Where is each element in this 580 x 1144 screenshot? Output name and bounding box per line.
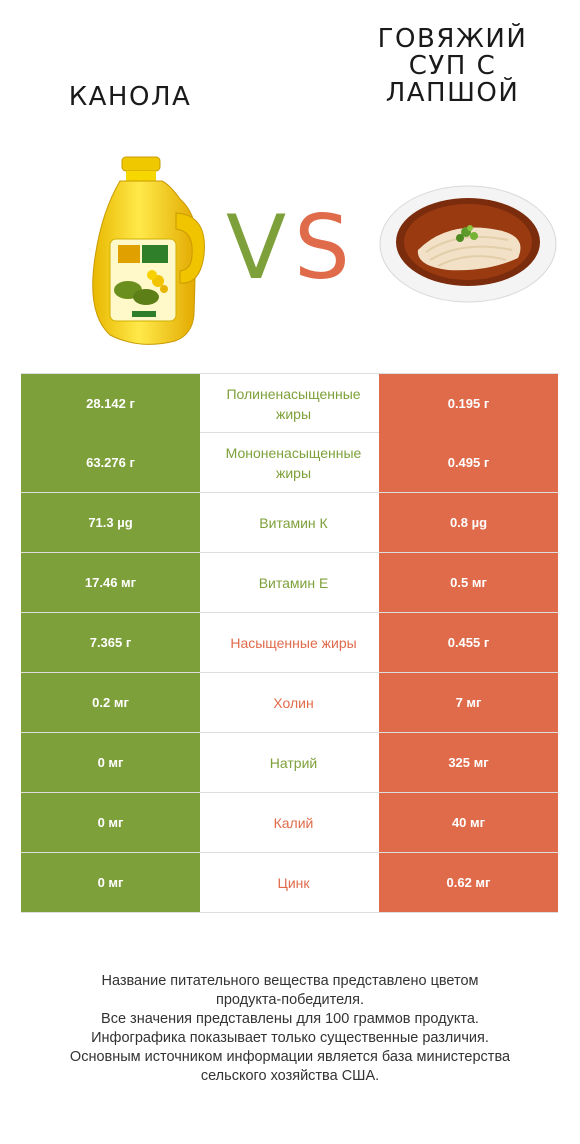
table-row: 63.276 г Мононенасыщенные жиры 0.495 г — [21, 433, 558, 493]
table-row: 17.46 мг Витамин Е 0.5 мг — [21, 553, 558, 613]
vs-mark: V S — [226, 196, 350, 291]
table-row: 28.142 г Полиненасыщенные жиры 0.195 г — [21, 373, 558, 433]
table-row: 7.365 г Насыщенные жиры 0.455 г — [21, 613, 558, 673]
nutrient-name: Холин — [273, 694, 314, 711]
nutrient-name: Полиненасыщенные жиры — [226, 385, 361, 422]
nutrient-name-cell: Витамин К — [200, 493, 379, 552]
comparison-table: 28.142 г Полиненасыщенные жиры 0.195 г 63.2… — [21, 373, 558, 913]
footer-line: сельского хозяйства США. — [200, 1068, 380, 1084]
nutrient-name: Витамин К — [259, 514, 328, 531]
left-value: 71.3 µg — [21, 493, 200, 552]
right-value: 0.455 г — [379, 613, 558, 672]
nutrient-name: Мононенасыщенные жиры — [225, 444, 362, 481]
right-value: 0.8 µg — [379, 493, 558, 552]
nutrient-name-cell: Полиненасыщенные жиры — [200, 374, 379, 433]
right-value: 0.495 г — [379, 433, 558, 492]
nutrient-name-cell: Цинк — [200, 853, 379, 912]
left-value: 0 мг — [21, 853, 200, 912]
table-row: 0.2 мг Холин 7 мг — [21, 673, 558, 733]
nutrient-name-cell: Мононенасыщенные жиры — [200, 433, 379, 492]
vs-letter-v: V — [226, 196, 286, 291]
beef-noodle-soup-image — [379, 185, 557, 303]
nutrient-name-cell: Калий — [200, 793, 379, 852]
nutrient-name: Насыщенные жиры — [230, 634, 357, 651]
nutrient-name-cell: Витамин Е — [200, 553, 379, 612]
left-value: 7.365 г — [21, 613, 200, 672]
nutrient-name: Калий — [273, 814, 314, 831]
right-value: 0.5 мг — [379, 553, 558, 612]
nutrient-name: Цинк — [277, 874, 310, 891]
left-value: 17.46 мг — [21, 553, 200, 612]
canola-oil-bottle-image — [92, 156, 205, 345]
left-value: 0 мг — [21, 733, 200, 792]
table-row: 0 мг Калий 40 мг — [21, 793, 558, 853]
footer-line: Инфографика показывает только существенн… — [91, 1030, 489, 1046]
nutrient-name: Витамин Е — [258, 574, 329, 591]
nutrient-name-cell: Холин — [200, 673, 379, 732]
footer-line: продукта-победителя. — [215, 992, 365, 1008]
footer-line: Все значения представлены для 100 граммо… — [101, 1011, 479, 1027]
right-title-line: СУП С — [408, 51, 497, 81]
footer-line: Основным источником информации является … — [69, 1049, 511, 1065]
left-value: 0.2 мг — [21, 673, 200, 732]
table-row: 71.3 µg Витамин К 0.8 µg — [21, 493, 558, 553]
left-value: 63.276 г — [21, 433, 200, 492]
left-value: 28.142 г — [21, 374, 200, 433]
right-value: 0.195 г — [379, 374, 558, 433]
nutrient-name-cell: Насыщенные жиры — [200, 613, 379, 672]
right-product-title: ГОВЯЖИЙ СУП С ЛАПШОЙ — [340, 26, 565, 107]
left-product-title: КАНОЛА — [68, 82, 192, 112]
right-value: 0.62 мг — [379, 853, 558, 912]
table-row: 0 мг Цинк 0.62 мг — [21, 853, 558, 913]
nutrient-name: Натрий — [269, 754, 318, 771]
right-value: 7 мг — [379, 673, 558, 732]
table-row: 0 мг Натрий 325 мг — [21, 733, 558, 793]
nutrient-name-cell: Натрий — [200, 733, 379, 792]
footer-note: Название питательного вещества представл… — [20, 972, 560, 1086]
right-title-line: ЛАПШОЙ — [385, 78, 520, 108]
left-value: 0 мг — [21, 793, 200, 852]
right-title-line: ГОВЯЖИЙ — [377, 24, 528, 54]
footer-line: Название питательного вещества представл… — [101, 973, 479, 989]
vs-letter-s: S — [294, 196, 350, 291]
right-value: 325 мг — [379, 733, 558, 792]
right-value: 40 мг — [379, 793, 558, 852]
